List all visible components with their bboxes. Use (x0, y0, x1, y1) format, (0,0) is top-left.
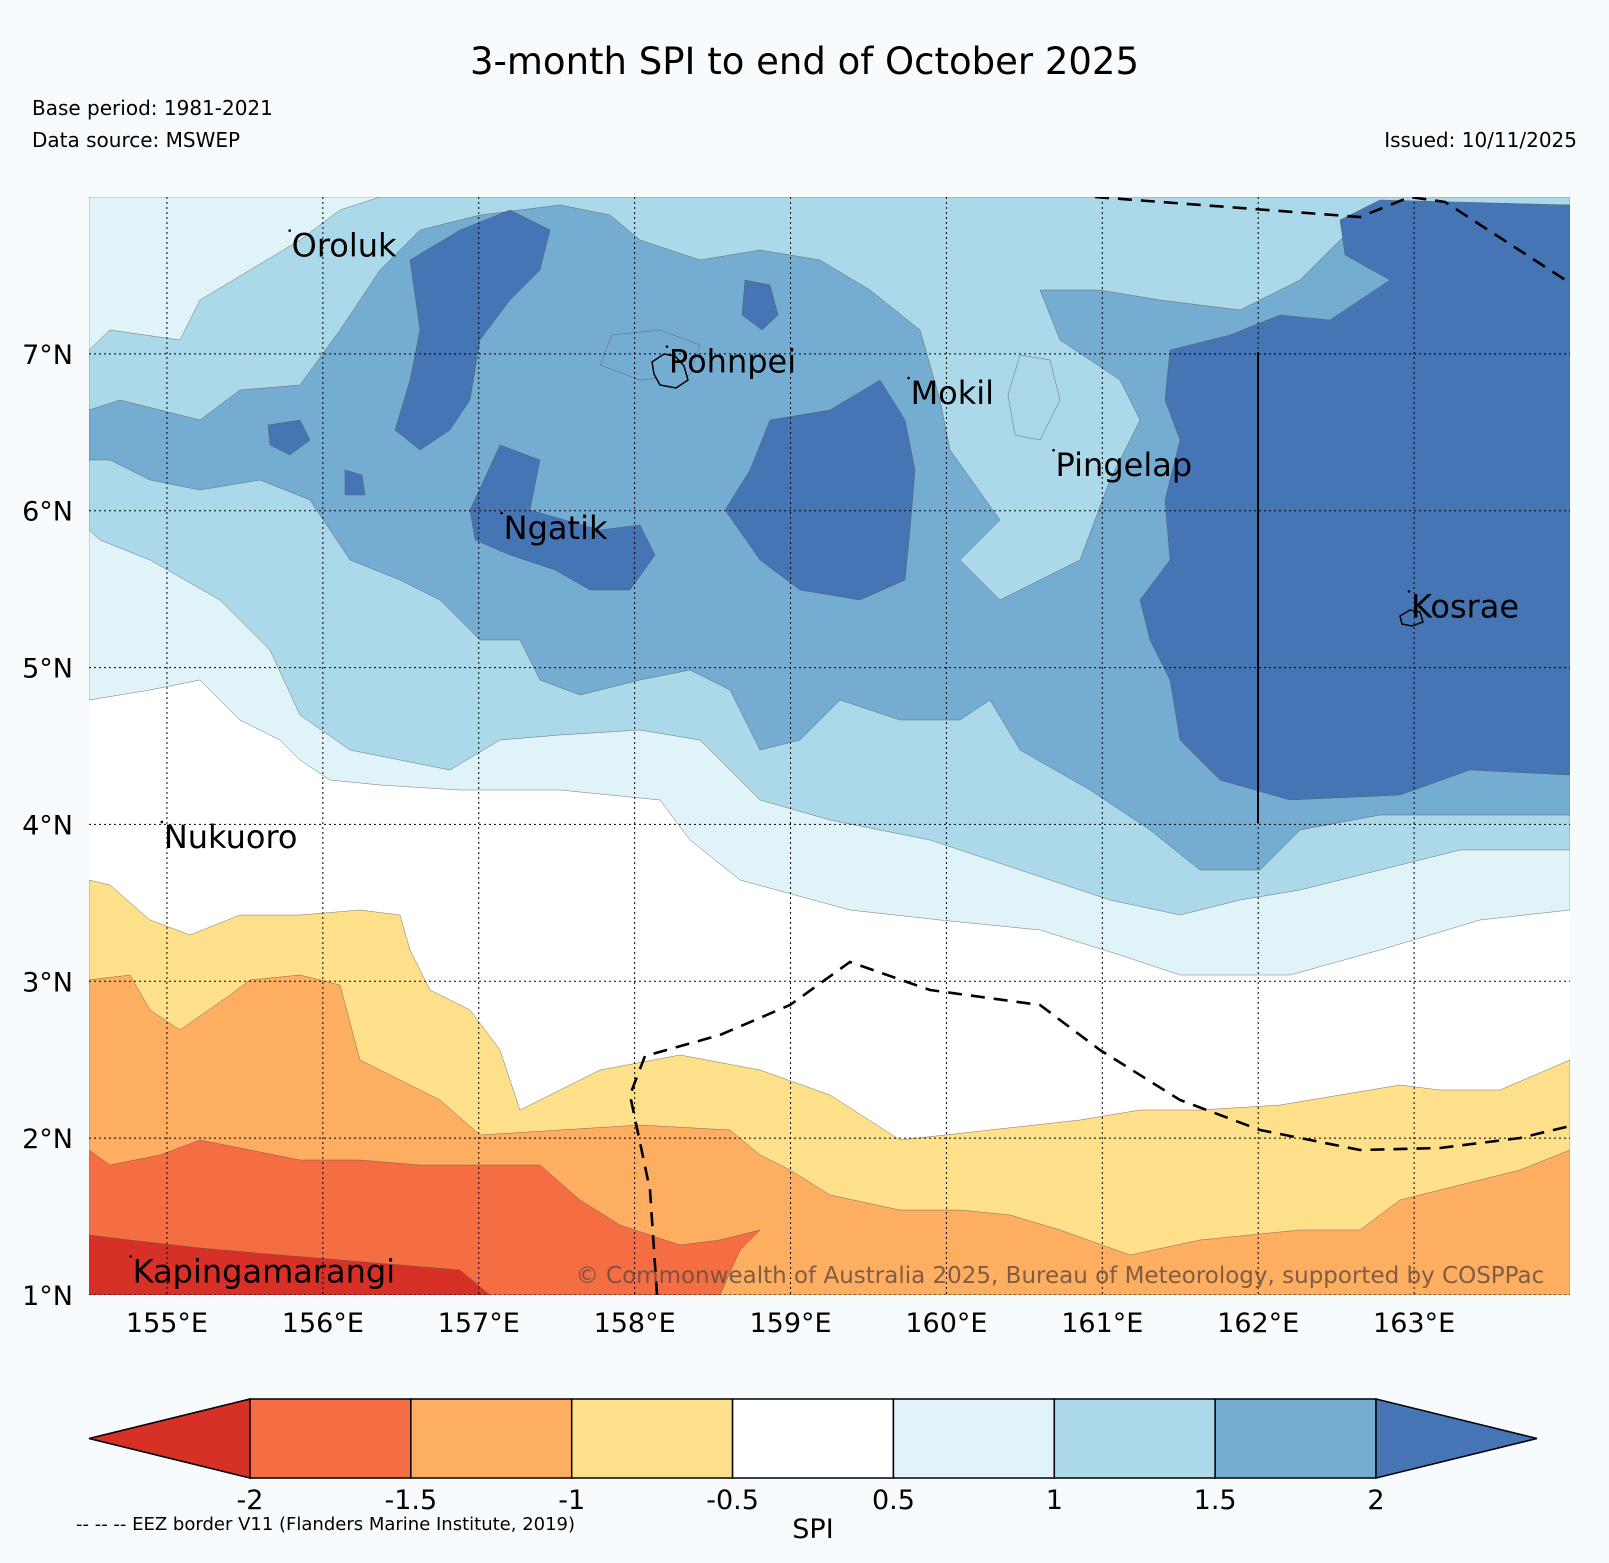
colorbar-tick-label: 1 (1046, 1485, 1063, 1516)
colorbar-label: SPI (792, 1514, 833, 1545)
eez-border (628, 197, 1570, 1295)
base-period: Base period: 1981-2021 (32, 96, 273, 120)
lon-tick-label: 161°E (1061, 1308, 1143, 1339)
colorbar-tick-label: 2 (1367, 1485, 1384, 1516)
lon-tick-label: 156°E (282, 1308, 364, 1339)
colorbar-segment (1053, 1398, 1216, 1479)
kosrae-island (1399, 609, 1424, 627)
colorbar-segment (249, 1398, 412, 1479)
colorbar-segment (892, 1398, 1056, 1479)
copyright: © Commonwealth of Australia 2025, Bureau… (576, 1263, 1545, 1289)
place-marker (1052, 448, 1055, 452)
place-label-pingelap: Pingelap (1056, 446, 1193, 484)
colorbar-extend-high (1375, 1398, 1538, 1479)
axis-ticks: 155°E 156°E 157°E 158°E 159°E 160°E 161°E 162°E… (22, 340, 1455, 1339)
spi-band-dry-2 (89, 1234, 491, 1295)
colorbar-tick-label: 0.5 (872, 1485, 915, 1516)
colorbar-tick-label: -1 (558, 1485, 585, 1516)
lon-tick-label: 155°E (126, 1308, 208, 1339)
data-source: Data source: MSWEP (32, 128, 241, 152)
lon-tick-label: 160°E (905, 1308, 987, 1339)
place-label-pohnpei: Pohnpei (669, 343, 796, 381)
colorbar-segment (410, 1398, 573, 1479)
colorbar-tick-label: -0.5 (706, 1485, 759, 1516)
spi-band-gt-2 (1139, 199, 1570, 801)
colorbar-tick-label: 1.5 (1194, 1485, 1237, 1516)
lon-tick-label: 163°E (1373, 1308, 1455, 1339)
graticule (89, 197, 1570, 1295)
place-marker (129, 1255, 132, 1258)
lat-tick-label: 2°N (22, 1124, 73, 1155)
colorbar-segment (570, 1398, 734, 1479)
place-label-kapingamarangi: Kapingamarangi (133, 1252, 395, 1290)
place-marker (500, 511, 503, 515)
colorbar: -2 -1.5 -1 -0.5 0.5 1 1.5 2 (88, 1398, 1538, 1516)
lon-tick-label: 159°E (749, 1308, 831, 1339)
spi-blob-north (394, 209, 551, 451)
lat-tick-label: 4°N (22, 810, 73, 841)
colorbar-tick-label: -2 (237, 1485, 264, 1516)
spi-blob-small (267, 279, 779, 496)
pohnpei-island (651, 353, 689, 389)
spi-blob-ngatik (469, 444, 656, 591)
place-label-mokil: Mokil (911, 374, 995, 412)
place-marker (665, 345, 669, 348)
place-labels: Oroluk Pohnpei Mokil Ngatik Pingelap Kosrae Nu… (129, 227, 1519, 1290)
lon-tick-label: 157°E (438, 1308, 520, 1339)
place-label-ngatik: Ngatik (504, 509, 608, 547)
place-marker (160, 820, 164, 824)
place-label-kosrae: Kosrae (1411, 587, 1519, 625)
lat-tick-label: 1°N (22, 1281, 73, 1312)
lon-tick-label: 158°E (594, 1308, 676, 1339)
place-label-nukuoro: Nukuoro (164, 818, 298, 856)
lat-tick-label: 6°N (22, 497, 73, 528)
lat-tick-label: 5°N (22, 654, 73, 685)
place-label-oroluk: Oroluk (292, 227, 397, 265)
place-marker (907, 376, 910, 380)
lat-tick-label: 3°N (22, 967, 73, 998)
lon-tick-label: 162°E (1217, 1308, 1299, 1339)
map-title: 3-month SPI to end of October 2025 (470, 40, 1139, 83)
colorbar-tick-label: -1.5 (385, 1485, 438, 1516)
colorbar-segment (731, 1398, 895, 1479)
colorbar-extend-low (88, 1398, 251, 1479)
eez-legend-note: -- -- -- EEZ border V11 (Flanders Marine… (76, 1514, 576, 1535)
lat-tick-label: 7°N (22, 340, 73, 371)
spi-field (89, 197, 1570, 1295)
colorbar-segment (1214, 1398, 1377, 1479)
place-marker (288, 229, 291, 232)
place-marker (1407, 590, 1411, 593)
spi-blob-central (724, 379, 916, 601)
issued-date: Issued: 10/11/2025 (1384, 128, 1577, 152)
